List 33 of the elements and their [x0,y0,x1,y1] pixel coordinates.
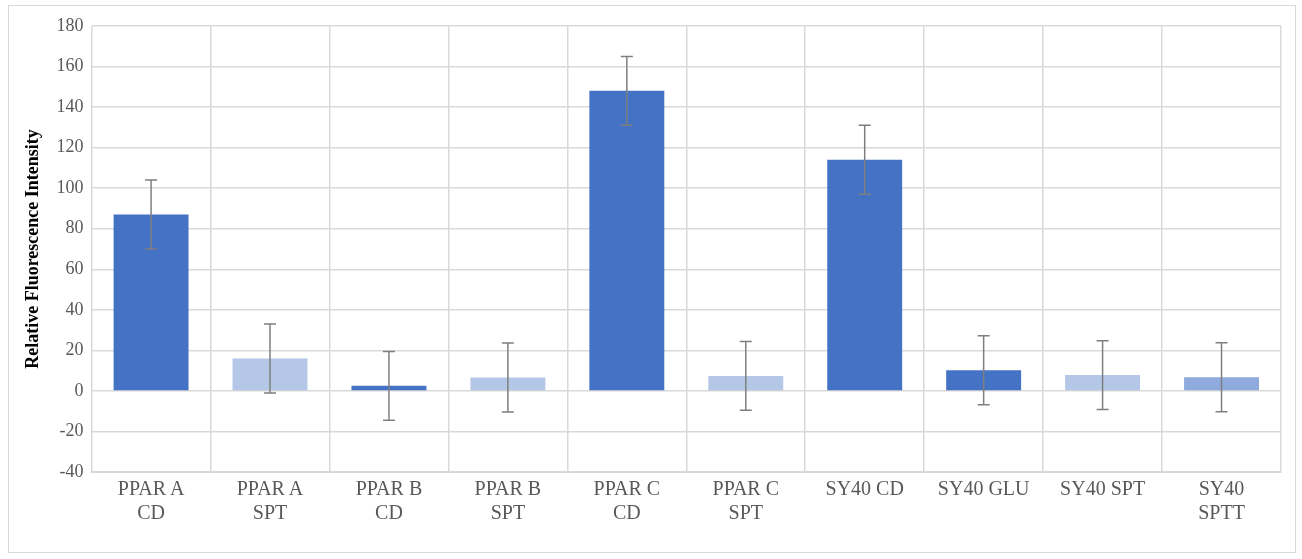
bar [470,377,546,391]
bar [1065,375,1141,391]
bar [113,214,189,391]
y-tick-label: 140 [56,95,84,116]
bar [232,358,308,391]
y-tick-label: 180 [56,14,84,35]
x-tick-label: SY40 SPTT [1198,477,1245,524]
x-tick-label: PPAR C SPT [712,477,780,524]
bar [1184,377,1259,391]
y-tick-label: -20 [59,420,84,441]
x-tick-label: PPAR B CD [355,477,423,524]
x-tick-label: PPAR C CD [593,477,661,524]
y-tick-label: 80 [65,217,84,238]
x-tick-label: SY40 GLU [937,477,1031,500]
x-tick-label: PPAR A SPT [236,477,304,524]
y-tick-label: 120 [56,136,84,157]
x-tick-label: SY40 SPT [1060,477,1146,500]
bar [351,385,427,391]
y-tick-label: 100 [56,176,84,197]
x-tick-label: PPAR B SPT [474,477,542,524]
x-tick-label: PPAR A CD [117,477,185,524]
y-tick-label: 60 [65,258,84,279]
y-tick-label: 40 [65,298,84,319]
y-tick-label: 160 [56,55,84,76]
y-tick-label: -40 [59,460,84,481]
bar [708,375,784,391]
bar [589,90,665,391]
x-tick-label: SY40 CD [825,477,904,500]
y-tick-label: 0 [74,379,84,400]
bar [946,370,1022,391]
bar [827,159,903,391]
y-tick-label: 20 [65,339,84,360]
y-axis-title: Relative Fluorescence Intensity [22,129,43,369]
